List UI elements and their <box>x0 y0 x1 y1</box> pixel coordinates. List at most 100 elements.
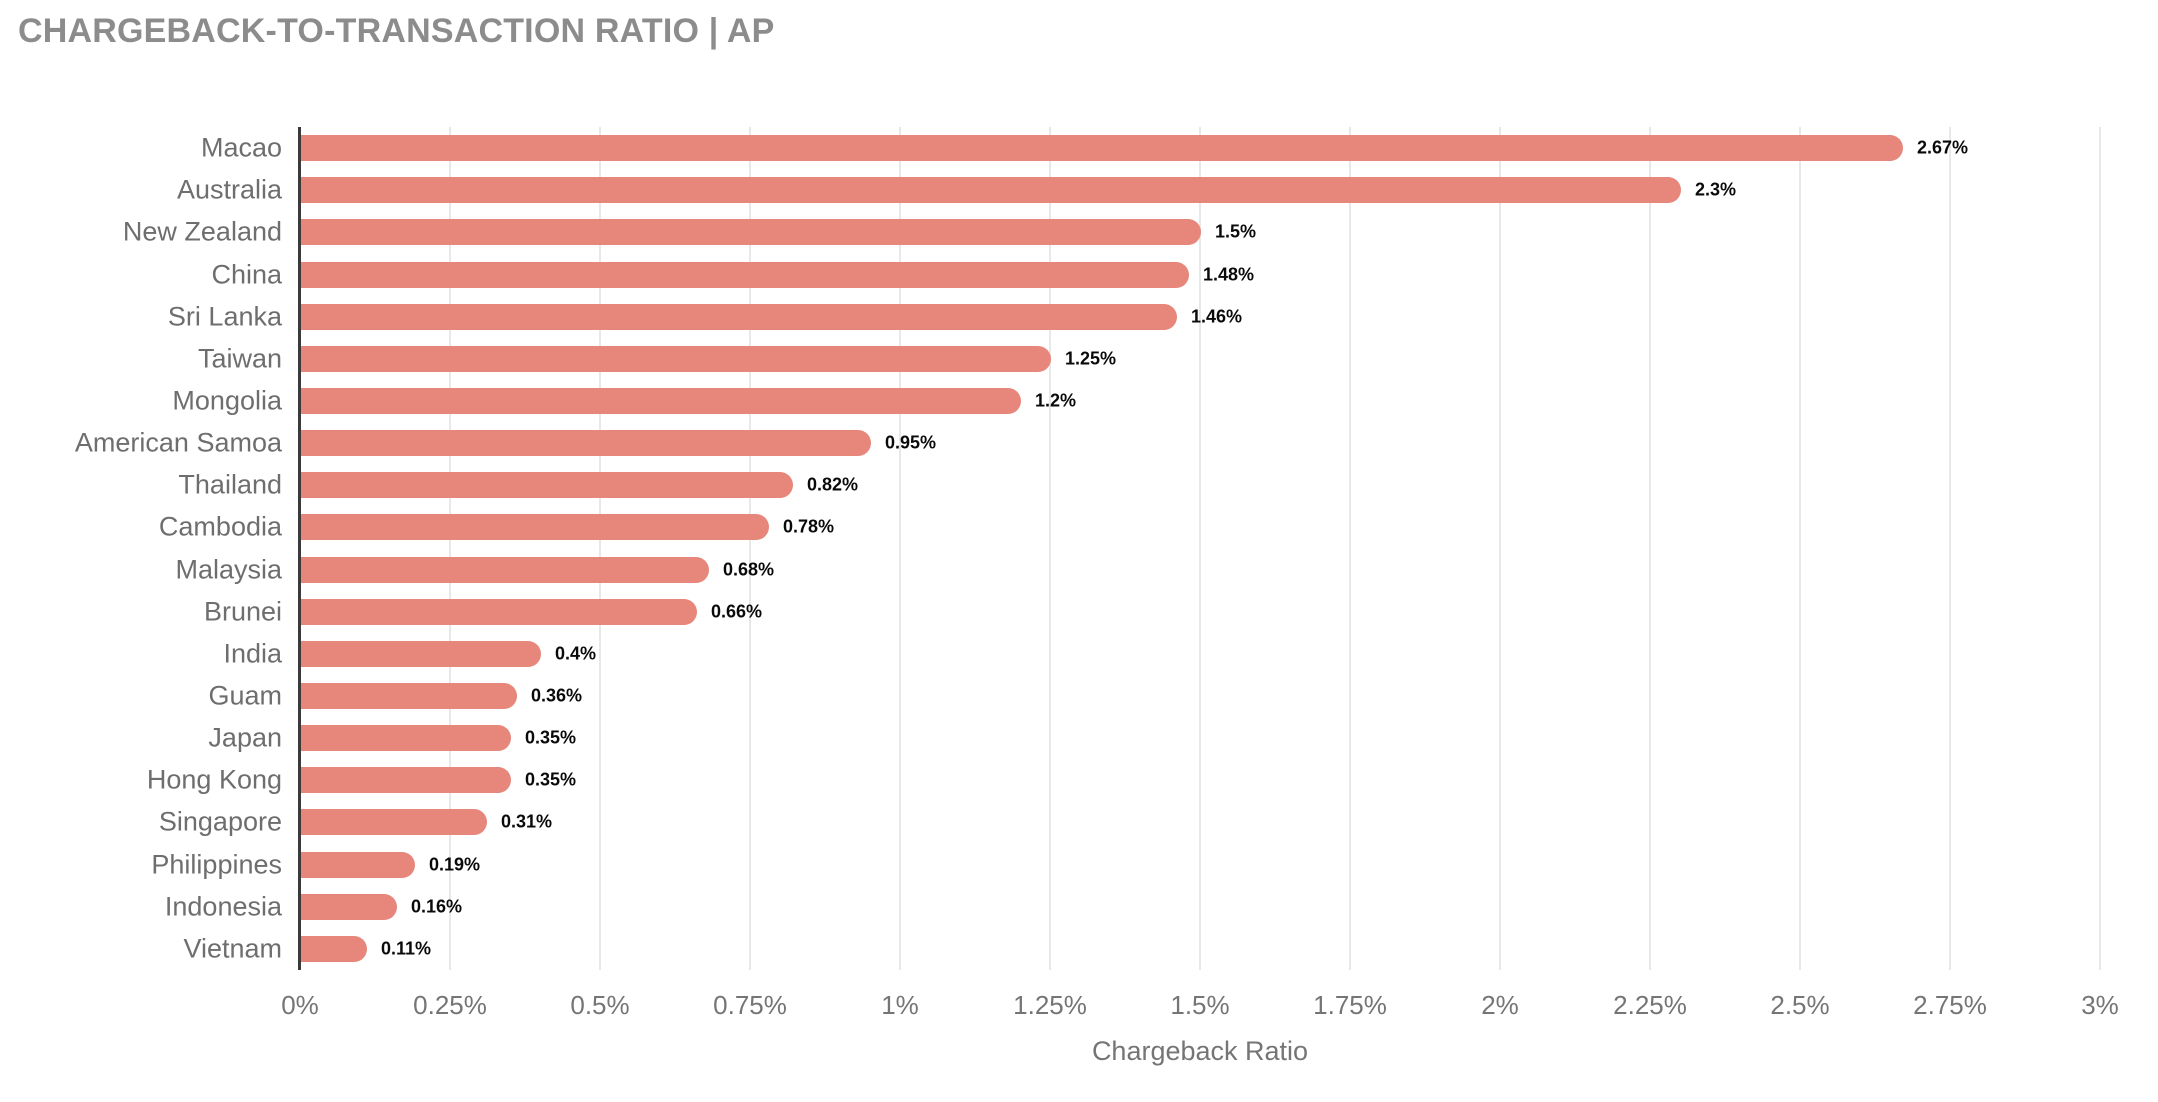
bar-value-label: 0.31% <box>501 811 553 832</box>
bar-row: 0.19% <box>300 844 2100 886</box>
bar-sri-lanka[interactable] <box>301 303 1177 330</box>
bar-row: 0.78% <box>300 506 2100 548</box>
bar-row: 0.4% <box>300 633 2100 675</box>
category-label-taiwan: Taiwan <box>197 343 282 374</box>
gridline <box>599 127 601 970</box>
bar-row: 0.35% <box>300 759 2100 801</box>
bar-japan[interactable] <box>301 725 511 752</box>
bar-singapore[interactable] <box>301 809 487 836</box>
x-tick-label: 0.75% <box>713 990 787 1020</box>
gridline <box>1049 127 1051 970</box>
bar-value-label: 0.35% <box>525 769 577 790</box>
gridline <box>1349 127 1351 970</box>
bar-value-label: 1.5% <box>1215 221 1257 242</box>
gridline <box>749 127 751 970</box>
x-tick-label: 0.25% <box>413 990 487 1020</box>
category-label-guam: Guam <box>208 680 282 711</box>
category-label-malaysia: Malaysia <box>175 554 282 585</box>
category-label-new-zealand: New Zealand <box>122 216 282 247</box>
x-tick-label: 2.5% <box>1770 990 1830 1020</box>
y-axis-line <box>298 127 301 970</box>
bar-row: 0.35% <box>300 717 2100 759</box>
bar-row: 0.95% <box>300 422 2100 464</box>
bar-row: 1.46% <box>300 296 2100 338</box>
bar-value-label: 1.46% <box>1191 306 1243 327</box>
x-axis-tick-labels: 0% 0.25% 0.5% 0.75% 1% 1.25% 1.5% 1.75% 2% 2.25% 2… <box>281 990 2119 1024</box>
bar-row: 0.66% <box>300 591 2100 633</box>
gridline <box>1799 127 1801 970</box>
bar-hong-kong[interactable] <box>301 767 511 794</box>
gridline <box>1949 127 1951 970</box>
bar-value-label: 0.11% <box>381 938 432 959</box>
bar-philippines[interactable] <box>301 851 415 878</box>
bar-value-label: 0.82% <box>807 474 859 495</box>
x-tick-label: 3% <box>2081 990 2119 1020</box>
category-label-philippines: Philippines <box>151 849 282 880</box>
x-tick-label: 2% <box>1481 990 1519 1020</box>
x-tick-label: 2.75% <box>1913 990 1987 1020</box>
gridline <box>1199 127 1201 970</box>
bar-row: 1.5% <box>300 211 2100 253</box>
category-label-sri-lanka: Sri Lanka <box>167 301 282 332</box>
bar-row: 2.67% <box>300 127 2100 169</box>
bar-value-label: 0.16% <box>411 896 463 917</box>
bar-row: 0.68% <box>300 549 2100 591</box>
bar-malaysia[interactable] <box>301 556 709 583</box>
bar-row: 0.82% <box>300 464 2100 506</box>
bar-value-label: 2.67% <box>1917 137 1969 158</box>
x-tick-label: 1% <box>881 990 919 1020</box>
bar-row: 1.2% <box>300 380 2100 422</box>
bar-vietnam[interactable] <box>301 935 367 962</box>
x-axis-title: Chargeback Ratio <box>1091 1036 1309 1066</box>
category-label-australia: Australia <box>176 174 282 205</box>
bar-row: 0.16% <box>300 886 2100 928</box>
bar-brunei[interactable] <box>301 598 697 625</box>
gridline <box>1649 127 1651 970</box>
category-label-vietnam: Vietnam <box>183 933 282 964</box>
category-label-japan: Japan <box>208 722 282 753</box>
bar-australia[interactable] <box>301 177 1681 204</box>
bar-value-label: 0.35% <box>525 727 577 748</box>
y-axis-category-labels: Macao Australia New Zealand China Sri Lanka T… <box>0 127 282 970</box>
category-label-american-samoa: American Samoa <box>74 427 282 458</box>
bar-guam[interactable] <box>301 683 517 709</box>
x-tick-label: 0.5% <box>570 990 630 1020</box>
category-label-hong-kong: Hong Kong <box>146 764 282 795</box>
category-label-mongolia: Mongolia <box>172 385 282 416</box>
category-label-indonesia: Indonesia <box>164 891 282 922</box>
bar-macao[interactable] <box>301 135 1903 162</box>
x-tick-label: 1.75% <box>1313 990 1387 1020</box>
bar-value-label: 0.95% <box>885 432 937 453</box>
bar-row: 1.25% <box>300 338 2100 380</box>
x-tick-label: 2.25% <box>1613 990 1687 1020</box>
bar-value-label: 0.68% <box>723 559 775 580</box>
bar-value-label: 1.48% <box>1203 264 1255 284</box>
category-label-india: India <box>223 638 282 669</box>
bar-row: 0.31% <box>300 801 2100 843</box>
bar-china[interactable] <box>301 261 1189 288</box>
bar-mongolia[interactable] <box>301 387 1021 414</box>
bar-indonesia[interactable] <box>301 893 397 920</box>
x-tick-label: 0% <box>281 990 319 1020</box>
bar-american-samoa[interactable] <box>301 430 871 457</box>
bar-cambodia[interactable] <box>301 514 769 541</box>
category-label-cambodia: Cambodia <box>158 511 282 542</box>
bar-value-label: 1.2% <box>1035 390 1077 411</box>
bar-value-label: 1.25% <box>1065 348 1117 369</box>
bar-row: 0.11% <box>300 928 2100 970</box>
bar-thailand[interactable] <box>301 472 793 499</box>
bar-value-label: 2.3% <box>1695 179 1737 200</box>
bar-india[interactable] <box>301 640 541 667</box>
bar-value-label: 0.4% <box>555 643 597 664</box>
bar-taiwan[interactable] <box>301 345 1051 372</box>
gridline <box>449 127 451 970</box>
bar-row: 1.48% <box>300 253 2100 295</box>
bar-new-zealand[interactable] <box>301 219 1201 246</box>
bar-value-label: 0.66% <box>711 601 763 622</box>
x-tick-label: 1.25% <box>1013 990 1087 1020</box>
chart-title: CHARGEBACK-TO-TRANSACTION RATIO | AP <box>18 12 775 50</box>
bar-value-label: 0.78% <box>783 516 835 537</box>
category-label-thailand: Thailand <box>178 469 282 500</box>
bar-row: 0.36% <box>300 675 2100 717</box>
